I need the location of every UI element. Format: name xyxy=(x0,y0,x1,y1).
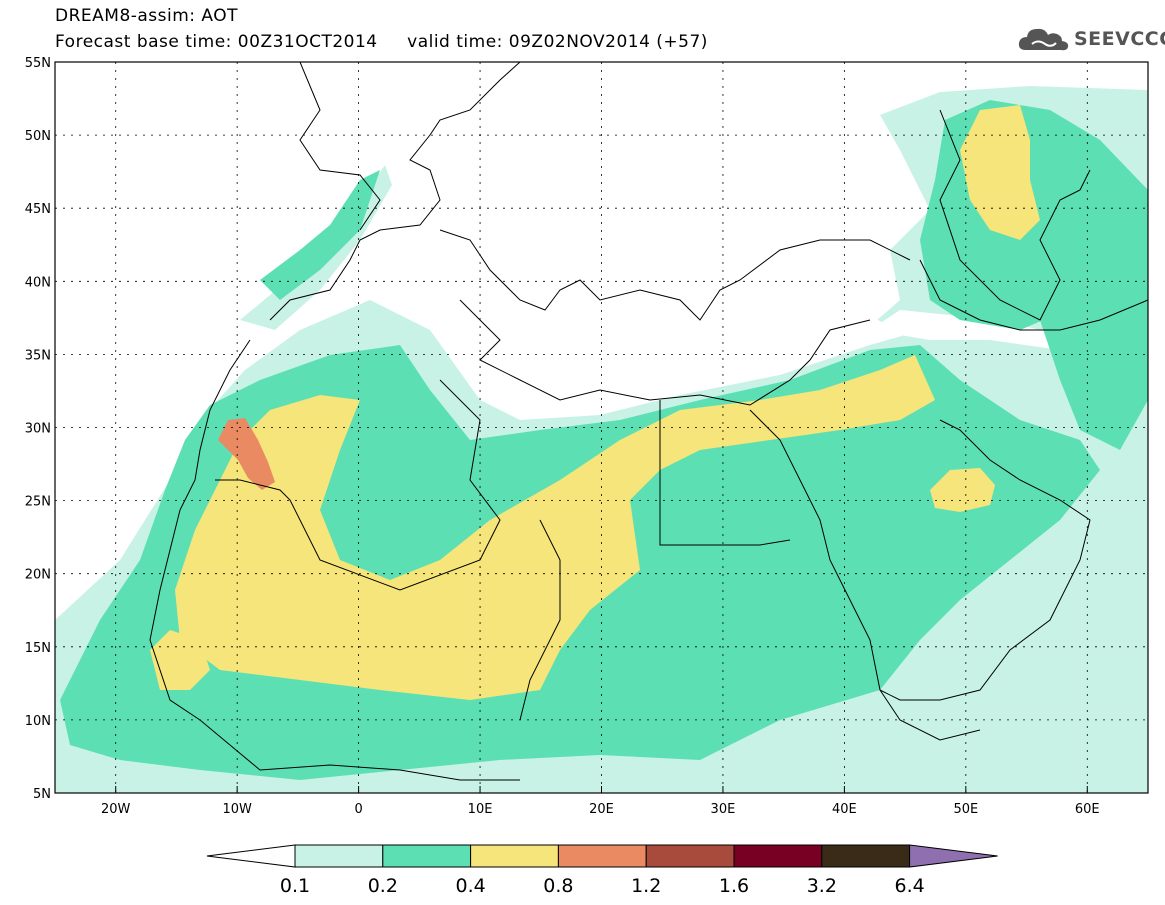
colorbar-max-arrow xyxy=(909,844,998,868)
logo-text: SEEVCCC xyxy=(1074,28,1165,50)
colorbar-box xyxy=(557,844,647,868)
lat-tick-label: 20N xyxy=(25,568,51,583)
lat-tick-label: 10N xyxy=(25,714,51,729)
colorbar-labels: 0.1 0.2 0.4 0.8 1.2 1.6 3.2 6.4 xyxy=(280,875,925,897)
colorbar-box xyxy=(470,844,559,868)
lat-tick-label: 35N xyxy=(25,348,51,363)
lat-tick-label: 25N xyxy=(25,495,51,510)
colorbar-box xyxy=(294,844,384,868)
aot-contour-0.4-west-africa xyxy=(150,630,210,690)
colorbar-box xyxy=(821,844,911,868)
lon-tick-label: 20W xyxy=(101,802,131,817)
aot-contour-0.4-gulf xyxy=(930,468,995,512)
lon-tick-label: 10E xyxy=(468,802,493,817)
lat-tick-label: 45N xyxy=(25,202,51,217)
lat-tick-label: 15N xyxy=(25,641,51,656)
lon-tick-label: 40E xyxy=(832,802,857,817)
colorbar-min-arrow xyxy=(206,844,296,868)
colorbar-label: 0.8 xyxy=(543,875,573,897)
map-title: DREAM8-assim: AOT xyxy=(55,6,239,26)
colorbar-boxes xyxy=(206,844,998,868)
aot-clear-sea xyxy=(430,300,905,420)
aot-contour-0.8 xyxy=(218,418,275,490)
lon-tick-label: 60E xyxy=(1075,802,1100,817)
lon-tick-label: 20E xyxy=(589,802,614,817)
lat-tick-label: 50N xyxy=(25,129,51,144)
colorbar-label: 1.2 xyxy=(631,875,661,897)
seevccc-logo: SEEVCCC xyxy=(1018,24,1165,54)
aot-contour-0.2-east xyxy=(1040,230,1148,450)
axis-ticks: 55N 50N 45N 40N 35N 30N 25N 20N 15N 10N 5N 20W 10W 0 1… xyxy=(25,56,1100,817)
map-subtitle: Forecast base time: 00Z31OCT2014 valid t… xyxy=(55,32,708,52)
aot-contour-0.4 xyxy=(175,355,935,700)
graticule xyxy=(55,62,1148,793)
lat-tick-label: 55N xyxy=(25,56,51,71)
cloud-icon xyxy=(1018,28,1069,51)
colorbar-box xyxy=(645,844,735,868)
coastlines xyxy=(149,62,1148,781)
aot-contour-0.4-caspian xyxy=(960,105,1040,240)
colorbar-label: 1.6 xyxy=(719,875,749,897)
lon-tick-label: 50E xyxy=(953,802,978,817)
colorbar-label: 3.2 xyxy=(807,875,837,897)
lat-tick-label: 30N xyxy=(25,422,51,437)
lat-tick-label: 5N xyxy=(33,787,51,802)
colorbar-label: 6.4 xyxy=(894,875,924,897)
lon-tick-label: 30E xyxy=(711,802,736,817)
colorbar-label: 0.1 xyxy=(280,875,310,897)
colorbar-label: 0.2 xyxy=(368,875,398,897)
lon-tick-label: 10W xyxy=(222,802,252,817)
colorbar-box xyxy=(733,844,823,868)
aot-contour-0.2-iberia xyxy=(260,170,380,300)
colorbar-box xyxy=(382,844,472,868)
lat-tick-label: 40N xyxy=(25,275,51,290)
colorbar-label: 0.4 xyxy=(455,875,485,897)
lon-tick-label: 0 xyxy=(354,802,362,817)
